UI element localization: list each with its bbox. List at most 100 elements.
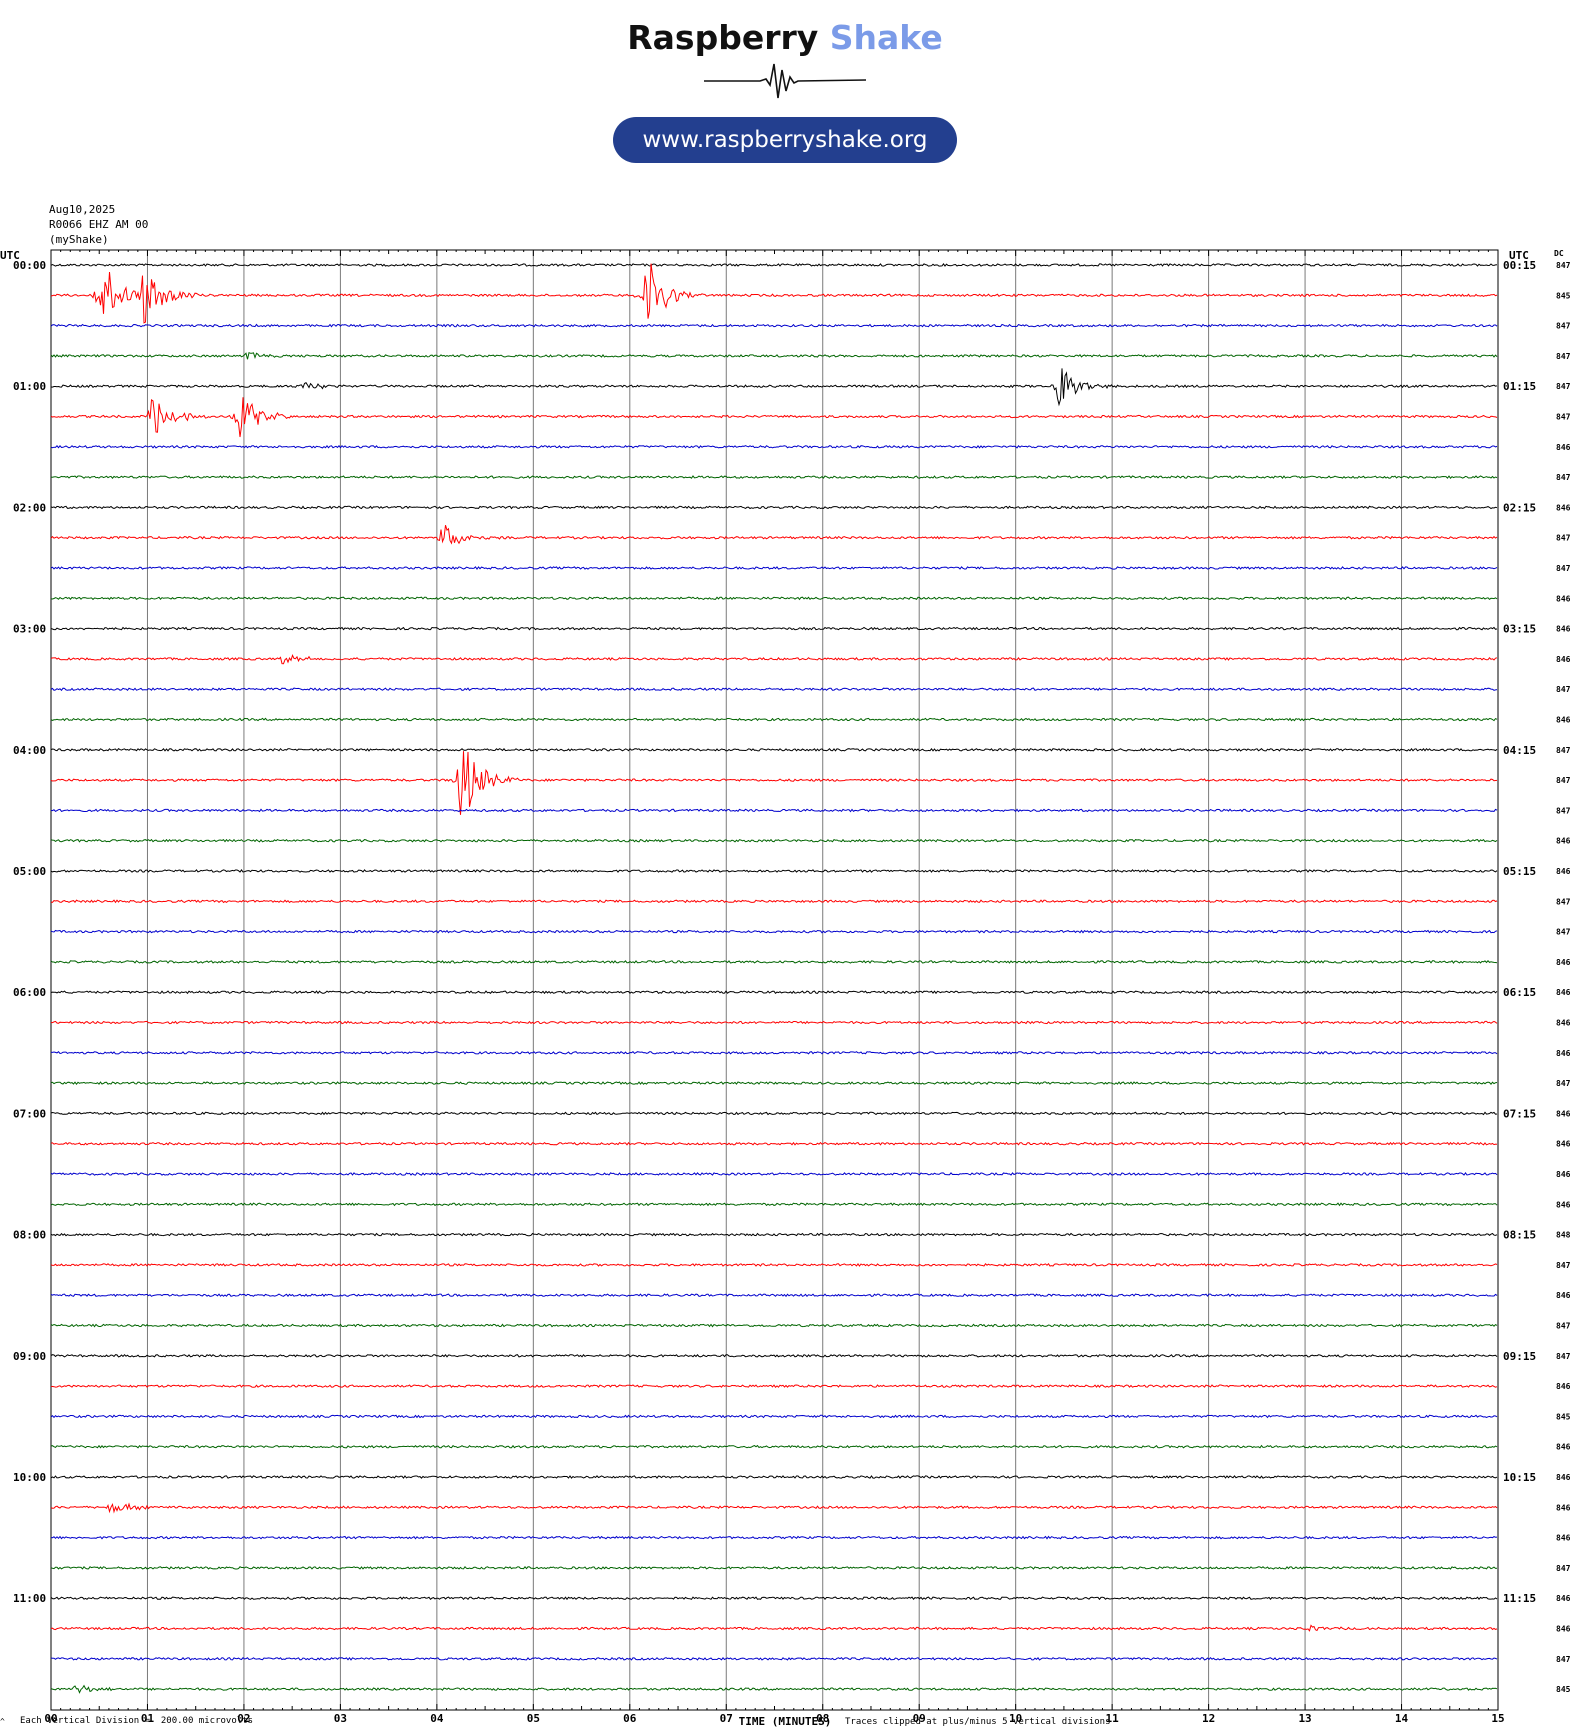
seismic-traces <box>50 263 1498 1694</box>
x-tick-label: 06 <box>623 1712 637 1725</box>
dc-value-label: 8467 <box>1556 867 1570 876</box>
dc-value-label: 8474 <box>1556 1261 1570 1270</box>
trace-line <box>50 1172 1498 1176</box>
trace-line <box>50 1232 1498 1237</box>
right-time-label: 07:15 <box>1503 1107 1536 1120</box>
dc-value-label: 8469 <box>1556 625 1570 634</box>
right-time-label: 04:15 <box>1503 744 1536 757</box>
dc-value-label: 8466 <box>1556 1382 1570 1391</box>
website-link[interactable]: www.raspberryshake.org <box>613 117 957 163</box>
right-time-label: 03:15 <box>1503 623 1536 636</box>
dc-value-label: 8475 <box>1556 1655 1570 1664</box>
left-time-label: 10:00 <box>13 1471 46 1484</box>
dc-value-label: 8459 <box>1556 291 1570 300</box>
right-time-label: 06:15 <box>1503 986 1536 999</box>
left-axis-title: UTC <box>0 249 20 262</box>
station-info: Aug10,2025 R0066 EHZ AM 00 (myShake) <box>49 202 148 247</box>
trace-line <box>50 1624 1498 1632</box>
trace-line <box>50 1535 1498 1540</box>
trace-line <box>50 747 1498 752</box>
trace-line <box>50 960 1498 964</box>
trace-line <box>50 1353 1498 1358</box>
brand-title: Raspberry Shake <box>0 18 1570 57</box>
trace-line <box>50 525 1498 545</box>
right-time-label: 05:15 <box>1503 865 1536 878</box>
dc-value-label: 8471 <box>1556 746 1570 755</box>
trace-line <box>50 717 1498 722</box>
trace-line <box>50 929 1498 934</box>
trace-line <box>50 1111 1498 1116</box>
trace-line <box>50 751 1498 815</box>
seismograph-logo-icon <box>704 63 867 99</box>
left-time-label: 06:00 <box>13 986 46 999</box>
station-code: R0066 EHZ AM 00 <box>49 218 149 231</box>
dc-value-label: 8473 <box>1556 897 1570 906</box>
trace-line <box>50 1384 1498 1389</box>
trace-line <box>50 1323 1498 1328</box>
x-tick-label: 10 <box>1009 1712 1022 1725</box>
trace-line <box>50 263 1498 267</box>
x-tick-label: 04 <box>430 1712 444 1725</box>
trace-line <box>50 1202 1498 1207</box>
x-tick-label: 07 <box>720 1712 733 1725</box>
dc-value-label: 8463 <box>1556 1140 1570 1149</box>
dc-value-label: 8471 <box>1556 564 1570 573</box>
trace-line <box>50 323 1498 328</box>
x-tick-label: 03 <box>334 1712 347 1725</box>
dc-value-label: 8469 <box>1556 594 1570 603</box>
trace-line <box>50 626 1498 631</box>
record-date: Aug10,2025 <box>49 203 116 216</box>
x-axis-title: TIME (MINUTES) <box>739 1715 832 1728</box>
scale-note: Each Vertical Division = 200.00 microvol… <box>20 1716 253 1726</box>
plot-frame <box>50 249 1499 1711</box>
brand-header: Raspberry Shake www.raspberryshake.org <box>0 0 1570 175</box>
trace-line <box>50 444 1498 449</box>
right-time-label: 09:15 <box>1503 1350 1536 1363</box>
plot-grid <box>50 249 1499 1711</box>
trace-line <box>50 1081 1498 1086</box>
trace-line <box>50 263 1498 324</box>
trace-line <box>50 1684 1498 1694</box>
dc-value-label: 8467 <box>1556 1503 1570 1512</box>
trace-line <box>50 1020 1498 1025</box>
trace-line <box>50 990 1498 995</box>
dc-value-label: 8467 <box>1556 443 1570 452</box>
x-tick-label: 08 <box>816 1712 829 1725</box>
x-tick-label: 14 <box>1395 1712 1409 1725</box>
trace-line <box>50 869 1498 873</box>
trace-line <box>50 838 1498 843</box>
trace-line <box>50 1414 1498 1419</box>
dc-value-label: 8471 <box>1556 928 1570 937</box>
dc-value-label: 8469 <box>1556 503 1570 512</box>
left-time-label: 11:00 <box>13 1592 46 1605</box>
axis-labels: UTC UTC DC TIME (MINUTES) 00 01 02 03 04 05 06… <box>0 249 1570 1728</box>
left-time-label: 00:00 <box>13 259 46 272</box>
dc-axis-title: DC <box>1554 249 1564 258</box>
trace-line <box>50 1263 1498 1267</box>
left-time-label: 02:00 <box>13 501 46 514</box>
trace-line <box>50 687 1498 692</box>
left-time-label: 09:00 <box>13 1350 46 1363</box>
right-time-label: 10:15 <box>1503 1471 1536 1484</box>
trace-line <box>50 1293 1498 1298</box>
x-tick-label: 01 <box>141 1712 155 1725</box>
trace-line <box>50 1656 1498 1661</box>
right-axis-title: UTC <box>1509 249 1529 262</box>
right-time-label: 08:15 <box>1503 1229 1536 1242</box>
dc-value-label: 8469 <box>1556 655 1570 664</box>
dc-value-label: 8466 <box>1556 1594 1570 1603</box>
trace-line <box>50 1475 1498 1479</box>
x-tick-label: 15 <box>1491 1712 1504 1725</box>
dc-value-label: 8472 <box>1556 473 1570 482</box>
